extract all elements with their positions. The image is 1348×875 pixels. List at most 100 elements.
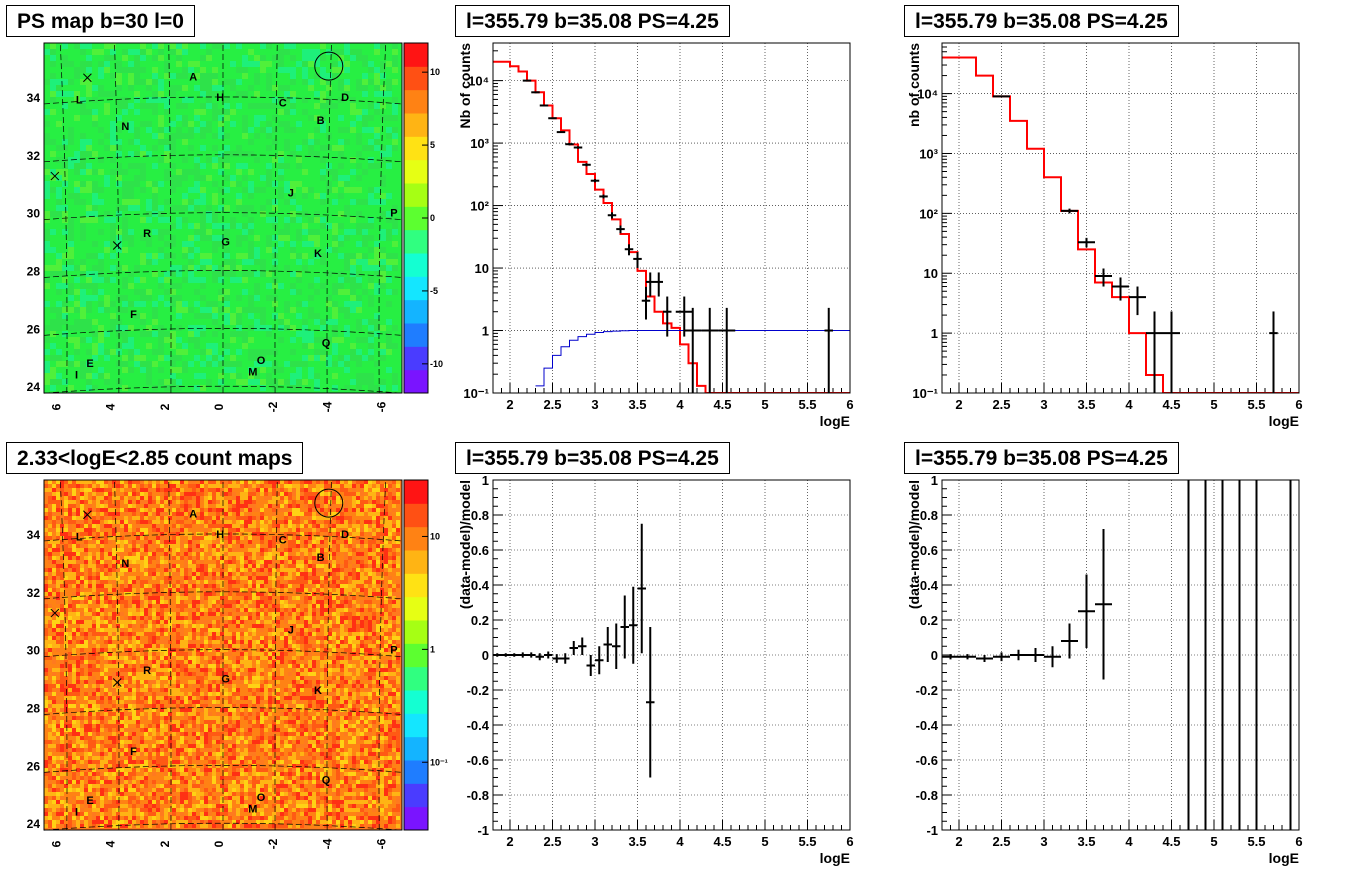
data-point xyxy=(565,143,574,146)
data-point xyxy=(824,307,833,393)
y-tick-label: 10³ xyxy=(919,146,938,161)
data-point xyxy=(1061,208,1078,214)
data-point xyxy=(1095,268,1112,287)
source-label-P: P xyxy=(390,645,397,657)
source-label-I: I xyxy=(75,370,78,382)
x-tick-label: 2 xyxy=(506,834,513,849)
x-tick-label: 2 xyxy=(506,397,513,412)
map-xtick-label: 0 xyxy=(212,840,226,847)
chart-panel-2 xyxy=(941,42,1300,394)
map-ytick-label: 30 xyxy=(27,207,41,221)
map-xtick-label: 2 xyxy=(158,840,172,847)
y-tick-label: 0.8 xyxy=(920,508,938,523)
y-tick-label: 1 xyxy=(482,324,489,339)
x-tick-label: 4 xyxy=(1125,397,1133,412)
x-tick-label: 5 xyxy=(1210,397,1217,412)
colorbar-segment xyxy=(404,503,428,528)
data-point xyxy=(493,653,502,657)
colorbar-segment xyxy=(404,760,428,784)
cross-marker xyxy=(50,608,60,618)
x-tick-label: 3 xyxy=(1040,834,1047,849)
source-label-O: O xyxy=(257,792,266,804)
data-point xyxy=(522,79,532,82)
x-tick-label: 2.5 xyxy=(992,397,1010,412)
x-axis-label: logE xyxy=(820,413,850,429)
x-tick-label: 4 xyxy=(676,397,684,412)
colorbar-segment xyxy=(404,346,428,371)
x-tick-label: 2.5 xyxy=(543,834,561,849)
colorbar-segment xyxy=(404,253,428,277)
chart-panel-4 xyxy=(492,479,851,831)
y-tick-label: 0.2 xyxy=(471,613,489,628)
x-tick-label: 3.5 xyxy=(1077,397,1095,412)
source-label-L: L xyxy=(76,95,83,107)
x-tick-label: 5 xyxy=(1210,834,1217,849)
data-point xyxy=(1078,574,1095,648)
map-gridline-b xyxy=(43,385,403,394)
map-xtick-label: 2 xyxy=(158,403,172,410)
x-tick-label: 3 xyxy=(1040,397,1047,412)
title-ps-map: PS map b=30 l=0 xyxy=(6,5,195,37)
x-tick-label: 2 xyxy=(955,834,962,849)
data-point xyxy=(586,655,595,676)
map-gridline-b xyxy=(43,533,403,542)
map-xtick-label: -4 xyxy=(320,401,334,412)
data-point xyxy=(561,653,570,664)
x-axis-label: logE xyxy=(1269,850,1299,866)
source-label-G: G xyxy=(221,236,230,248)
source-label-N: N xyxy=(121,558,129,570)
cross-marker xyxy=(112,241,122,250)
data-point xyxy=(1010,649,1027,661)
data-point xyxy=(1078,237,1095,248)
map-gridline-l xyxy=(114,479,120,831)
data-point xyxy=(663,296,672,337)
map-gridline-b xyxy=(43,822,403,831)
plot-frame xyxy=(492,42,851,394)
source-label-A: A xyxy=(189,509,197,521)
map-gridline-l xyxy=(274,479,278,831)
map-gridline-b xyxy=(43,649,403,658)
x-tick-label: 5.5 xyxy=(798,834,816,849)
data-point xyxy=(527,652,536,658)
y-tick-label: -0.2 xyxy=(467,683,489,698)
colorbar-segment xyxy=(404,713,428,738)
source-label-J: J xyxy=(288,187,294,199)
data-point xyxy=(595,646,604,675)
source-label-O: O xyxy=(257,355,266,367)
y-tick-label: 0 xyxy=(931,648,938,663)
map-xtick-label: 6 xyxy=(49,403,63,410)
x-tick-label: 5 xyxy=(761,834,768,849)
source-label-M: M xyxy=(248,367,257,379)
map-gridline-b xyxy=(43,765,403,773)
title-residual-right: l=355.79 b=35.08 PS=4.25 xyxy=(904,442,1179,474)
chart-panel-1 xyxy=(492,42,851,394)
colorbar-tick-label: 1 xyxy=(430,644,435,654)
y-axis-label: Nb of counts xyxy=(457,43,473,129)
y-tick-label: 0.4 xyxy=(920,578,939,593)
source-label-I: I xyxy=(75,807,78,819)
title-spectrum-right: l=355.79 b=35.08 PS=4.25 xyxy=(904,5,1179,37)
data-point xyxy=(624,244,634,256)
data-point xyxy=(1129,286,1146,316)
colorbar-segment xyxy=(404,666,428,691)
source-label-L: L xyxy=(76,532,83,544)
data-point xyxy=(976,655,993,662)
map-frame xyxy=(43,479,403,831)
data-point xyxy=(620,595,629,659)
colorbar-segment xyxy=(404,229,428,254)
y-tick-label: 1 xyxy=(482,473,489,488)
x-tick-label: 6 xyxy=(1295,834,1302,849)
source-label-P: P xyxy=(390,208,397,220)
y-tick-label: -0.6 xyxy=(467,753,489,768)
plot-frame xyxy=(492,479,851,831)
title-count-map: 2.33<logE<2.85 count maps xyxy=(6,442,304,474)
data-point xyxy=(1027,648,1044,662)
map-xtick-label: -6 xyxy=(375,401,389,412)
map-0 xyxy=(43,42,429,394)
data-point xyxy=(1044,646,1061,668)
map-xtick-label: 4 xyxy=(104,840,118,847)
data-point xyxy=(959,654,976,660)
data-point xyxy=(612,623,621,669)
y-tick-label: -0.2 xyxy=(916,683,938,698)
data-point xyxy=(599,194,608,199)
